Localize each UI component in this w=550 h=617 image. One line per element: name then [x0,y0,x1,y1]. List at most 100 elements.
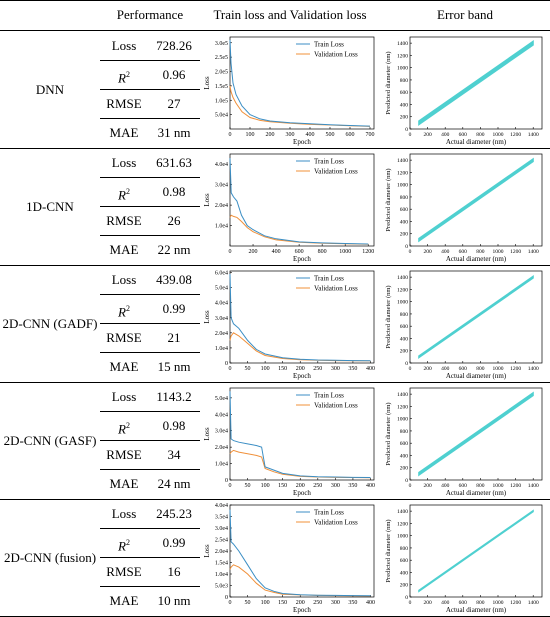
y-tick-label: 0 [405,244,408,250]
validation-loss-line [229,85,371,127]
y-tick-label: 3.0e4 [215,316,228,322]
x-tick-label: 50 [245,483,251,489]
y-tick-label: 600 [400,324,409,330]
x-tick-label: 1200 [510,249,521,255]
y-tick-label: 0 [405,127,408,133]
x-tick-label: 1000 [493,600,504,606]
r2-exponent: 2 [125,70,130,79]
x-tick-label: 200 [423,600,432,606]
y-axis-label: Loss [203,310,211,324]
metric-value-mae: 22 nm [157,242,191,257]
x-tick-label: 600 [459,600,468,606]
metric-value-loss: 245.23 [156,506,192,521]
legend-label: Validation Loss [314,285,358,293]
metric-name: MAE [109,125,139,140]
error-band-chart: 0 200 400 600 800 1000 1200 1400 0 200 400 600 800 10… [385,153,543,263]
row-rule [0,499,550,500]
y-tick-label: 200 [400,232,409,238]
y-tick-label: 1.5e4 [215,561,228,567]
x-axis-label: Actual diameter (nm) [446,489,507,497]
y-tick-label: 200 [400,115,409,121]
plot-frame [229,387,375,481]
y-tick-label: 1200 [397,287,408,293]
model-row: 2D-CNN (GADF) Loss 439.08 R2 0.99 RMSE 21 MAE 15… [0,265,550,382]
x-axis-label: Epoch [293,489,311,497]
metric-name: Loss [111,389,137,404]
metric-row-rmse: RMSE 27 [100,89,200,119]
y-tick-label: 400 [400,453,409,459]
x-tick-label: 300 [331,366,340,372]
header-rule [0,30,550,31]
x-tick-label: 150 [278,600,287,606]
metric-value-r2: 0.99 [162,301,186,316]
metric-value-rmse: 34 [167,447,181,462]
metric-value-rmse: 27 [167,96,181,111]
x-tick-label: 250 [313,600,322,606]
r2-exponent: 2 [125,421,130,430]
row-rule [0,148,550,149]
x-tick-label: 250 [313,483,322,489]
x-tick-label: 0 [229,366,232,372]
y-tick-label: 5.0e3 [215,584,228,590]
x-tick-label: 0 [409,249,412,255]
y-axis-label: Loss [203,76,211,90]
plot-frame [229,153,375,247]
y-tick-label: 2.0e4 [215,331,228,337]
x-tick-label: 400 [441,249,450,255]
y-tick-label: 1.0e4 [215,346,228,352]
y-tick-label: 600 [400,441,409,447]
y-tick-label: 1000 [397,534,408,540]
error-band [418,157,534,243]
validation-loss-line [229,332,371,362]
x-tick-label: 150 [278,483,287,489]
y-tick-label: 1.0e5 [215,98,228,104]
metric-row-loss: Loss 245.23 [100,499,200,529]
metric-row-rmse: RMSE 16 [100,557,200,587]
model-name: DNN [35,81,65,97]
error-band [418,391,534,477]
x-tick-label: 600 [459,249,468,255]
r2-exponent: 2 [125,187,130,196]
y-tick-label: 800 [400,78,409,84]
error-band-chart: 0 200 400 600 800 1000 1200 1400 0 200 400 600 800 10… [385,504,543,614]
x-tick-label: 400 [441,600,450,606]
x-tick-label: 400 [272,249,281,255]
x-axis-label: Actual diameter (nm) [446,255,507,263]
x-tick-label: 200 [266,132,275,138]
y-tick-label: 0 [225,478,228,484]
y-tick-label: 1.0e4 [215,572,228,578]
plot-frame [409,153,543,247]
x-tick-label: 1400 [528,483,539,489]
y-tick-label: 800 [400,429,409,435]
metric-row-r2: R2 0.99 [100,294,200,324]
error-band [418,275,534,359]
x-tick-label: 1200 [510,483,521,489]
metric-row-loss: Loss 631.63 [100,148,200,178]
metric-row-loss: Loss 1143.2 [100,382,200,412]
legend-label: Validation Loss [314,168,358,176]
y-tick-label: 1400 [397,275,408,281]
y-tick-label: 1200 [397,521,408,527]
validation-loss-line [229,449,371,479]
legend-label: Validation Loss [314,402,358,410]
y-tick-label: 1400 [397,158,408,164]
metric-value-mae: 10 nm [157,593,191,608]
x-tick-label: 600 [459,132,468,138]
metric-row-r2: R2 0.98 [100,177,200,207]
y-tick-label: 3.0e4 [215,526,228,532]
x-tick-label: 1000 [339,249,351,255]
metric-row-mae: MAE 15 nm [100,352,200,381]
x-tick-label: 100 [261,483,270,489]
x-tick-label: 0 [229,600,232,606]
y-tick-label: 5.0e4 [215,286,228,292]
x-tick-label: 0 [229,483,232,489]
legend-label: Train Loss [314,275,344,283]
metric-row-loss: Loss 728.26 [100,31,200,61]
x-tick-label: 800 [318,249,327,255]
y-tick-label: 2.0e4 [215,549,228,555]
plot-frame [409,270,543,364]
x-tick-label: 350 [348,366,357,372]
train-loss-line [229,391,371,478]
metric-name: R2 [100,411,148,440]
